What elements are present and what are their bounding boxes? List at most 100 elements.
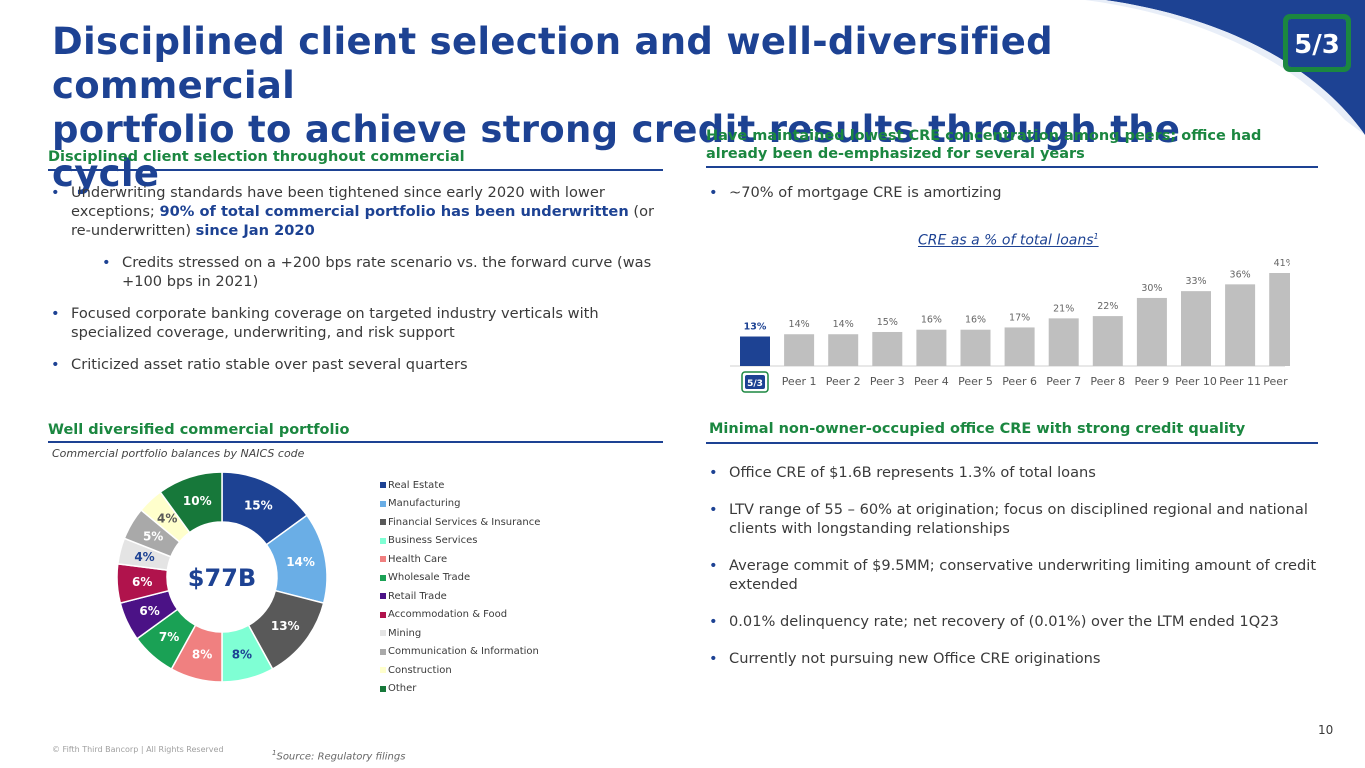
bar-peer-12 xyxy=(1269,273,1290,366)
bar-peer-9 xyxy=(1136,297,1167,366)
section-heading-client-selection: Disciplined client selection throughout … xyxy=(48,149,465,165)
source-note: 1Source: Regulatory filings xyxy=(272,749,406,763)
donut-slice-label: 5% xyxy=(143,529,163,543)
category-label: Peer 11 xyxy=(1219,375,1261,388)
cre-bullets: ~70% of mortgage CRE is amortizing xyxy=(706,183,1316,202)
category-label: Peer 7 xyxy=(1046,375,1081,388)
legend-label: Mining xyxy=(388,627,422,639)
section-rule xyxy=(706,442,1318,444)
legend-label: Accommodation & Food xyxy=(388,609,508,621)
donut-slice-label: 10% xyxy=(183,494,212,508)
bar-peer-4 xyxy=(916,329,947,366)
copyright: © Fifth Third Bancorp | All Rights Reser… xyxy=(52,745,224,754)
donut-slice-label: 8% xyxy=(232,647,252,661)
category-label-fifth-third: 5/3 xyxy=(747,379,763,389)
donut-slice-label: 4% xyxy=(157,512,177,526)
fifth-third-logo: 5/3 xyxy=(1283,14,1351,72)
donut-slice-label: 7% xyxy=(159,630,179,644)
donut-legend: Real Estate Manufacturing Financial Servic… xyxy=(380,476,540,698)
legend-swatch xyxy=(380,667,386,674)
legend-item: Financial Services & Insurance xyxy=(380,513,540,532)
bar-value-label: 21% xyxy=(1053,303,1074,314)
fifth-third-category-icon: 5/3 xyxy=(741,371,769,393)
legend-item: Accommodation & Food xyxy=(380,606,540,625)
bar-peer-2 xyxy=(828,334,859,366)
bar-value-label: 14% xyxy=(789,319,810,330)
bar-value-label: 14% xyxy=(833,319,854,330)
donut-slice-label: 4% xyxy=(134,550,154,564)
legend-label: Business Services xyxy=(388,535,478,547)
legend-swatch xyxy=(380,630,386,637)
office-cre-bullets: Office CRE of $1.6B represents 1.3% of t… xyxy=(706,463,1318,668)
bullet-corporate-banking: Focused corporate banking coverage on ta… xyxy=(48,304,658,342)
bar-peer-1 xyxy=(784,334,815,366)
section-rule xyxy=(48,441,663,443)
legend-item: Other xyxy=(380,680,540,699)
bar-peer-7 xyxy=(1048,318,1079,366)
category-label: Peer 2 xyxy=(826,375,861,388)
category-label: Peer 5 xyxy=(958,375,993,388)
bullet-delinquency: 0.01% delinquency rate; net recovery of … xyxy=(706,612,1318,631)
legend-item: Health Care xyxy=(380,550,540,569)
legend-item: Wholesale Trade xyxy=(380,569,540,588)
legend-label: Financial Services & Insurance xyxy=(388,516,541,528)
legend-swatch xyxy=(380,611,386,618)
bar-peer-11 xyxy=(1225,284,1256,366)
client-selection-bullets: Underwriting standards have been tighten… xyxy=(48,183,658,374)
legend-label: Other xyxy=(388,683,417,695)
title-line-1: Disciplined client selection and well-di… xyxy=(52,20,1053,107)
legend-label: Retail Trade xyxy=(388,590,447,602)
legend-item: Manufacturing xyxy=(380,495,540,514)
bar-value-label: 30% xyxy=(1141,283,1162,294)
legend-swatch xyxy=(380,648,386,655)
donut-slice-label: 15% xyxy=(244,499,273,513)
legend-swatch xyxy=(380,685,386,692)
donut-slice-label: 14% xyxy=(286,555,315,569)
cre-bar-chart: 13% 5/3 14% Peer 1 14% Peer 2 15% Peer 3 16% Peer… xyxy=(730,258,1290,393)
donut-slice-label: 13% xyxy=(271,619,300,633)
bar-peer-5 xyxy=(960,329,991,366)
donut-slice-other xyxy=(159,471,223,534)
legend-swatch xyxy=(380,482,386,489)
category-label: Peer 4 xyxy=(914,375,949,388)
category-label: Peer 8 xyxy=(1090,375,1125,388)
donut-slice-label: 6% xyxy=(139,604,159,618)
cre-chart-title: CRE as a % of total loans1 xyxy=(918,232,1099,249)
bullet-not-pursuing: Currently not pursuing new Office CRE or… xyxy=(706,649,1318,668)
legend-label: Real Estate xyxy=(388,479,445,491)
bullet-criticized-assets: Criticized asset ratio stable over past … xyxy=(48,355,658,374)
legend-label: Wholesale Trade xyxy=(388,572,471,584)
bar-peer-6 xyxy=(1004,327,1035,366)
category-label: Peer 12 xyxy=(1263,375,1290,388)
bar-value-label: 15% xyxy=(877,317,898,328)
logo-mark-icon: 5/3 xyxy=(1288,19,1346,67)
commercial-portfolio-donut-chart: 15%14%13%8%8%7%6%6%4%5%4%10%$77B xyxy=(116,471,328,683)
legend-swatch xyxy=(380,593,386,600)
bar-peer-10 xyxy=(1181,291,1211,366)
bullet-ltv: LTV range of 55 – 60% at origination; fo… xyxy=(706,500,1318,538)
legend-item: Real Estate xyxy=(380,476,540,495)
legend-item: Business Services xyxy=(380,532,540,551)
bullet-office-cre: Office CRE of $1.6B represents 1.3% of t… xyxy=(706,463,1318,482)
section-heading-office-cre: Minimal non-owner-occupied office CRE wi… xyxy=(709,421,1246,437)
bullet-amortizing: ~70% of mortgage CRE is amortizing xyxy=(706,183,1316,202)
legend-label: Manufacturing xyxy=(388,498,461,510)
bullet-underwriting: Underwriting standards have been tighten… xyxy=(48,183,658,240)
bar-value-label: 16% xyxy=(921,315,942,326)
legend-label: Health Care xyxy=(388,553,448,565)
logo-text: 5/3 xyxy=(1294,30,1340,60)
legend-swatch xyxy=(380,519,386,526)
section-heading-diversified-portfolio: Well diversified commercial portfolio xyxy=(48,422,350,438)
category-label: Peer 6 xyxy=(1002,375,1037,388)
legend-item: Construction xyxy=(380,661,540,680)
category-label: Peer 10 xyxy=(1175,375,1217,388)
bar-value-label: 16% xyxy=(965,315,986,326)
section-rule xyxy=(706,166,1318,168)
bar-value-label: 33% xyxy=(1185,276,1206,287)
bullet-average-commit: Average commit of $9.5MM; conservative u… xyxy=(706,556,1318,594)
legend-swatch xyxy=(380,574,386,581)
legend-item: Communication & Information xyxy=(380,643,540,662)
legend-swatch xyxy=(380,556,386,563)
bar-peer-8 xyxy=(1092,316,1123,366)
bar-value-label: 13% xyxy=(744,322,767,333)
